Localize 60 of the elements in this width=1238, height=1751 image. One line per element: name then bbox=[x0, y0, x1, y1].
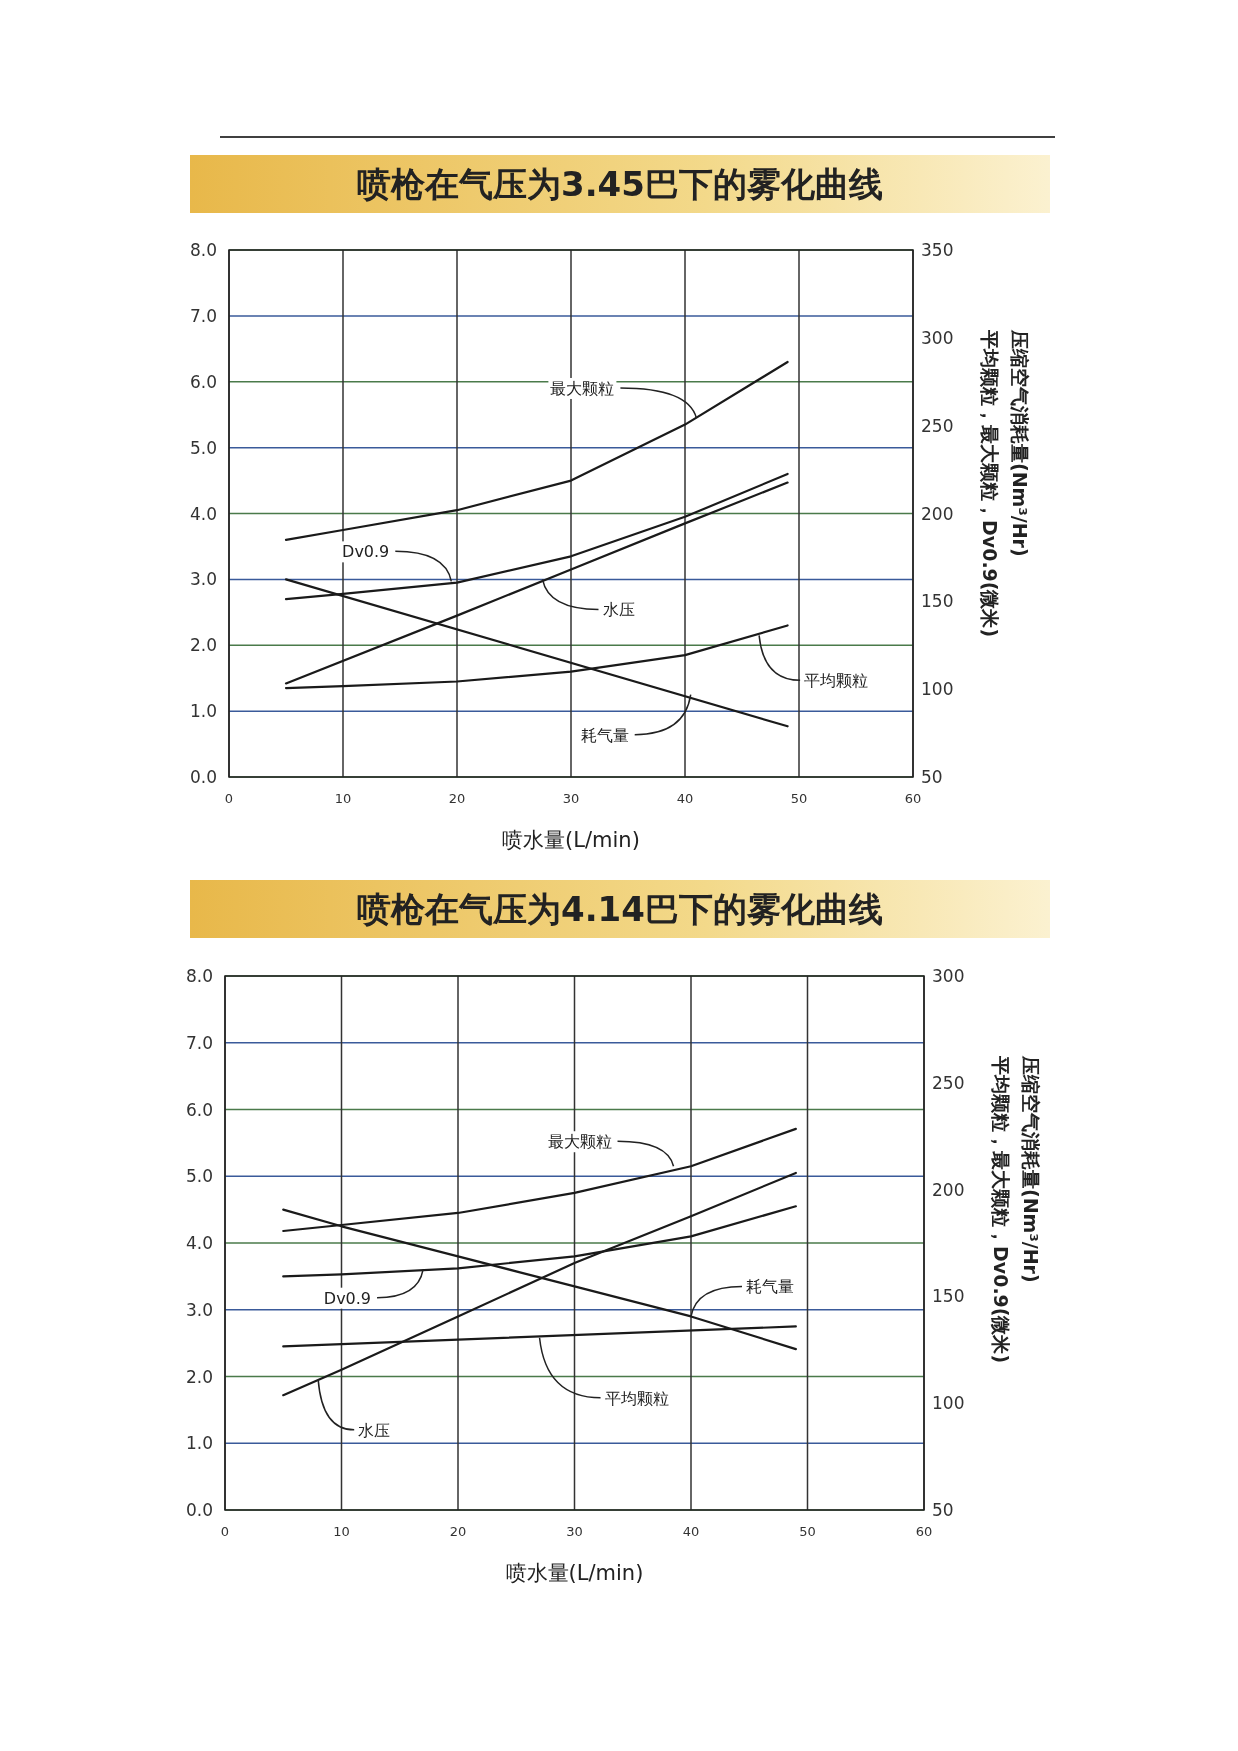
y-tick-label: 5.0 bbox=[189, 437, 217, 458]
x-tick-label: 10 bbox=[334, 791, 352, 806]
y2-tick-label: 350 bbox=[921, 240, 954, 260]
y-tick-label: 3.0 bbox=[185, 1299, 213, 1320]
annotation: Dv0.9 bbox=[342, 542, 390, 562]
x-tick-label: 30 bbox=[566, 1524, 583, 1539]
annotation: 水压 bbox=[602, 600, 635, 620]
y-tick-label: 0.0 bbox=[185, 1500, 213, 1520]
annotation: 耗气量 bbox=[580, 725, 629, 745]
x-tick-label: 50 bbox=[799, 1524, 816, 1539]
annotation: 水压 bbox=[358, 1420, 391, 1440]
y2-tick-label: 200 bbox=[921, 503, 954, 524]
y-tick-label: 8.0 bbox=[189, 240, 217, 260]
annotation: 最大颗粒 bbox=[550, 378, 615, 398]
annotation: 最大颗粒 bbox=[547, 1132, 612, 1152]
annotation: 平均颗粒 bbox=[804, 671, 869, 691]
x-tick-label: 50 bbox=[790, 791, 808, 806]
y2-tick-label: 50 bbox=[932, 1500, 954, 1520]
x-tick-label: 20 bbox=[448, 791, 466, 806]
y-tick-label: 1.0 bbox=[185, 1433, 213, 1454]
annotation: 平均颗粒 bbox=[604, 1388, 669, 1408]
x-tick-label: 60 bbox=[904, 791, 922, 806]
y2-tick-label: 250 bbox=[921, 415, 954, 436]
chart-title: 喷枪在气压为4.14巴下的雾化曲线 bbox=[357, 889, 883, 929]
y-tick-label: 3.0 bbox=[189, 569, 217, 590]
y-tick-label: 1.0 bbox=[189, 701, 217, 722]
y-tick-label: 0.0 bbox=[189, 767, 217, 787]
y-tick-label: 8.0 bbox=[185, 966, 213, 986]
x-tick-label: 0 bbox=[224, 791, 234, 806]
y2-tick-label: 150 bbox=[921, 591, 954, 612]
y2-tick-label: 100 bbox=[921, 679, 954, 700]
annotation: Dv0.9 bbox=[323, 1288, 372, 1308]
chart-title: 喷枪在气压为3.45巴下的雾化曲线 bbox=[357, 164, 883, 204]
y-tick-label: 4.0 bbox=[185, 1233, 213, 1253]
y-tick-label: 6.0 bbox=[189, 371, 217, 392]
y-tick-label: 7.0 bbox=[189, 305, 217, 326]
x-tick-label: 10 bbox=[333, 1524, 350, 1539]
y-tick-label: 2.0 bbox=[189, 635, 217, 656]
y-tick-label: 6.0 bbox=[185, 1099, 213, 1120]
y-tick-label: 5.0 bbox=[185, 1166, 213, 1187]
annotation: 耗气量 bbox=[746, 1277, 794, 1297]
x-tick-label: 60 bbox=[915, 1524, 933, 1539]
x-tick-label: 40 bbox=[682, 1524, 700, 1539]
y-tick-label: 2.0 bbox=[185, 1366, 213, 1387]
x-tick-label: 20 bbox=[449, 1524, 467, 1539]
y2-tick-label: 200 bbox=[932, 1179, 965, 1200]
x-axis-title: 喷水量(L/min) bbox=[505, 1561, 644, 1585]
x-tick-label: 30 bbox=[562, 791, 580, 806]
y2-tick-label: 50 bbox=[921, 767, 943, 787]
y2-tick-label: 150 bbox=[932, 1286, 965, 1307]
x-tick-label: 40 bbox=[676, 791, 694, 806]
y2-tick-label: 250 bbox=[932, 1072, 965, 1093]
y-tick-label: 4.0 bbox=[189, 503, 217, 524]
y2-tick-label: 300 bbox=[921, 327, 954, 348]
line-series bbox=[284, 360, 789, 541]
x-tick-label: 0 bbox=[220, 1524, 230, 1539]
y2-tick-label: 100 bbox=[932, 1393, 965, 1414]
y2-tick-label: 300 bbox=[932, 966, 965, 986]
x-axis-title: 喷水量(L/min) bbox=[502, 828, 640, 852]
y-tick-label: 7.0 bbox=[185, 1032, 213, 1053]
